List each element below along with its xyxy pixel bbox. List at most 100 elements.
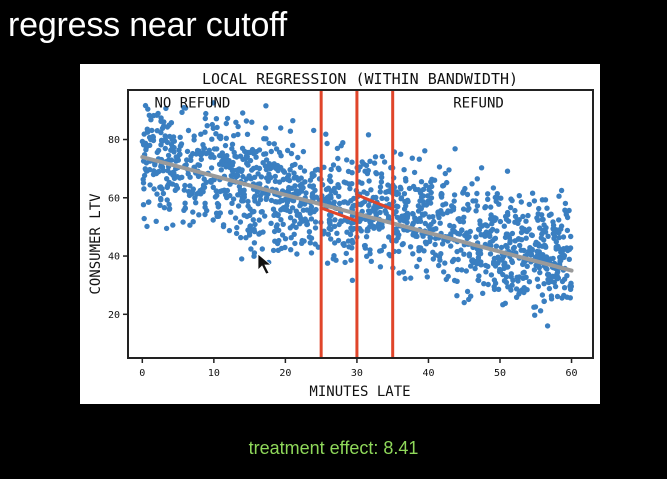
scatter-point (231, 149, 237, 156)
scatter-point (381, 243, 387, 249)
scatter-point (508, 287, 514, 293)
scatter-point (377, 264, 384, 270)
scatter-point (191, 133, 197, 139)
scatter-point (148, 117, 154, 123)
scatter-point (247, 149, 253, 156)
scatter-point (385, 188, 391, 194)
scatter-point (484, 223, 490, 229)
scatter-point (307, 240, 313, 246)
scatter-point (315, 166, 321, 173)
scatter-point (150, 137, 157, 144)
scatter-point (394, 229, 401, 235)
scatter-point (304, 207, 310, 213)
scatter-point (427, 200, 434, 206)
scatter-point (284, 207, 290, 213)
scatter-point (213, 131, 219, 137)
scatter-point (377, 209, 383, 216)
scatter-point (194, 191, 200, 197)
scatter-point (466, 296, 472, 303)
scatter-point (251, 195, 258, 201)
y-tick-label: 80 (108, 135, 120, 146)
scatter-point (245, 198, 251, 205)
scatter-point (141, 215, 147, 222)
scatter-point (478, 165, 485, 171)
scatter-point (528, 252, 534, 258)
scatter-point (386, 234, 392, 240)
scatter-point (439, 241, 446, 247)
scatter-point (168, 141, 175, 148)
scatter-point (509, 282, 515, 288)
scatter-point (246, 230, 253, 236)
scatter-point (403, 203, 409, 209)
scatter-point (185, 171, 191, 177)
scatter-point (200, 150, 206, 156)
scatter-point (251, 240, 258, 246)
scatter-point (537, 269, 543, 276)
scatter-point (549, 278, 555, 285)
scatter-point (312, 219, 319, 225)
scatter-point (288, 150, 295, 157)
scatter-point (213, 116, 220, 122)
scatter-point (372, 154, 379, 160)
scatter-point (332, 189, 339, 196)
scatter-point (564, 273, 570, 279)
scatter-point (441, 269, 447, 275)
chart-title: LOCAL REGRESSION (WITHIN BANDWIDTH) (202, 70, 518, 88)
scatter-point (249, 119, 255, 125)
scatter-point (454, 278, 460, 284)
scatter-point (559, 250, 565, 256)
scatter-point (328, 236, 334, 242)
scatter-point (366, 178, 372, 184)
scatter-point (278, 217, 284, 223)
scatter-point (158, 115, 164, 121)
x-axis-ticks: 0 10 20 30 40 50 60 (139, 358, 578, 379)
scatter-point (459, 227, 465, 233)
scatter-point (521, 285, 527, 291)
scatter-point (227, 164, 233, 171)
scatter-point (410, 183, 417, 190)
scatter-point (331, 223, 338, 230)
scatter-point (332, 217, 338, 223)
scatter-point (401, 191, 408, 197)
scatter-point (324, 260, 331, 266)
scatter-point (424, 274, 430, 280)
scatter-point (251, 174, 258, 180)
scatter-point (213, 188, 219, 194)
scatter-point (418, 245, 424, 251)
scatter-point (282, 236, 289, 242)
scatter-point (398, 196, 404, 202)
scatter-point (443, 276, 449, 283)
scatter-point (220, 222, 227, 228)
scatter-point (223, 162, 229, 168)
scatter-point (546, 285, 553, 292)
scatter-point (235, 123, 241, 130)
scatter-point (415, 218, 421, 225)
scatter-point (474, 203, 481, 209)
scatter-point (373, 194, 379, 201)
scatter-point (179, 109, 185, 115)
scatter-point (364, 228, 370, 234)
scatter-point (562, 200, 569, 207)
scatter-point (228, 209, 234, 215)
x-tick-label: 0 (139, 368, 145, 379)
x-axis-label: MINUTES LATE (309, 384, 410, 400)
scatter-point (553, 244, 559, 250)
scatter-point (210, 217, 216, 223)
scatter-point (311, 127, 317, 134)
scatter-point (433, 226, 439, 232)
scatter-point (359, 159, 365, 165)
scatter-point (222, 142, 229, 149)
scatter-point (485, 191, 491, 197)
scatter-point (446, 167, 452, 173)
scatter-point (567, 295, 573, 301)
scatter-point (488, 228, 494, 234)
scatter-point (348, 198, 354, 204)
fit-lines (140, 90, 574, 358)
scatter-point (382, 208, 388, 214)
scatter-point (408, 275, 414, 281)
scatter-point (247, 223, 254, 229)
scatter-point (203, 179, 210, 185)
scatter-point (491, 286, 498, 293)
scatter-point (272, 199, 279, 205)
scatter-point (263, 166, 270, 173)
